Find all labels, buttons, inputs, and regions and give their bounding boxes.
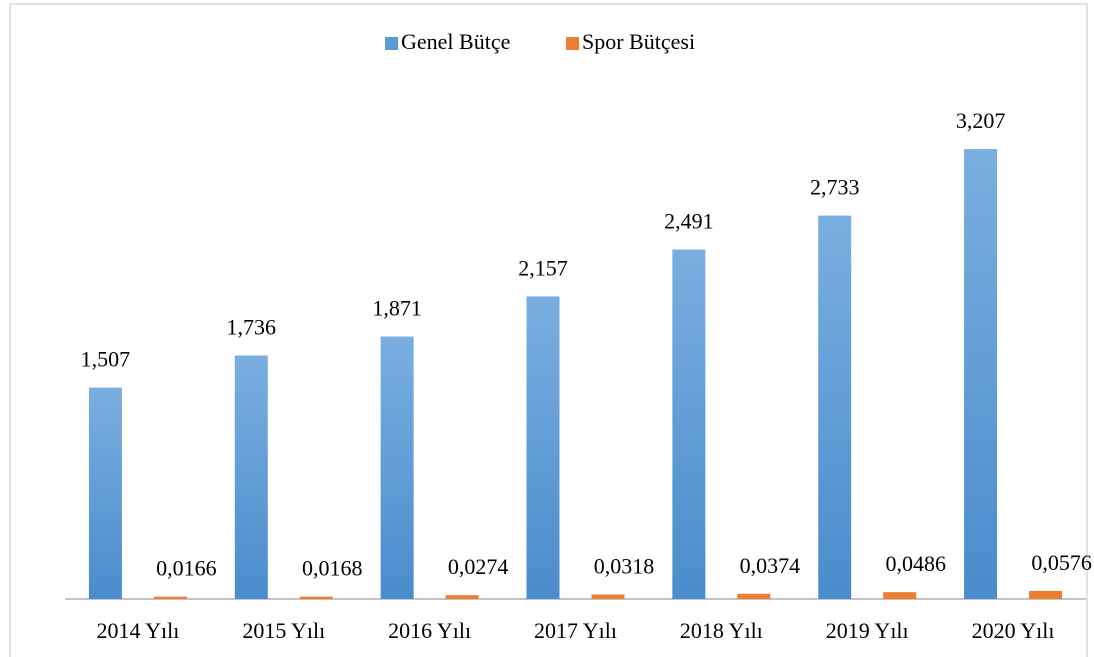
data-label: 0,0318 bbox=[594, 554, 655, 579]
chart-frame bbox=[9, 3, 1088, 657]
legend-label: Spor Bütçesi bbox=[582, 29, 695, 54]
bar bbox=[88, 387, 122, 599]
bar bbox=[380, 336, 414, 599]
bar bbox=[818, 215, 852, 600]
data-label: 1,507 bbox=[81, 347, 131, 372]
x-tick-label: 2018 Yılı bbox=[680, 618, 763, 643]
bar bbox=[526, 296, 560, 599]
data-label: 0,0576 bbox=[1031, 550, 1092, 575]
bar bbox=[591, 594, 625, 599]
data-label: 0,0486 bbox=[885, 551, 946, 576]
x-tick-label: 2020 Yılı bbox=[972, 618, 1055, 643]
bar bbox=[883, 592, 917, 599]
bar bbox=[234, 355, 268, 599]
bar bbox=[1029, 590, 1063, 599]
legend-swatch bbox=[566, 37, 579, 50]
x-tick-label: 2015 Yılı bbox=[242, 618, 325, 643]
legend-swatch bbox=[385, 37, 398, 50]
legend-label: Genel Bütçe bbox=[401, 29, 510, 54]
x-tick-label: 2016 Yılı bbox=[388, 618, 471, 643]
bar bbox=[737, 593, 771, 599]
bar bbox=[153, 596, 187, 599]
data-label: 0,0374 bbox=[740, 553, 801, 578]
data-label: 2,491 bbox=[664, 209, 714, 234]
bar bbox=[299, 596, 333, 599]
bar bbox=[445, 595, 479, 599]
data-label: 1,736 bbox=[227, 315, 277, 340]
data-label: 0,0166 bbox=[156, 556, 217, 581]
x-tick-label: 2019 Yılı bbox=[826, 618, 909, 643]
data-label: 2,157 bbox=[518, 255, 568, 280]
data-label: 2,733 bbox=[810, 175, 860, 200]
data-label: 3,207 bbox=[956, 108, 1006, 133]
x-tick-label: 2014 Yılı bbox=[96, 618, 179, 643]
data-label: 1,871 bbox=[372, 296, 422, 321]
bar bbox=[964, 149, 998, 600]
data-label: 0,0274 bbox=[448, 554, 509, 579]
x-tick-label: 2017 Yılı bbox=[534, 618, 617, 643]
data-label: 0,0168 bbox=[302, 556, 363, 581]
bar bbox=[672, 249, 706, 599]
